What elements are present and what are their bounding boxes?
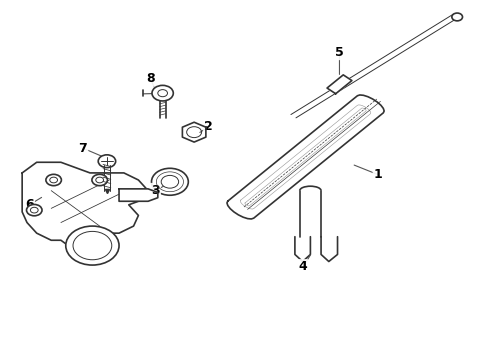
Circle shape — [66, 226, 119, 265]
Circle shape — [26, 204, 42, 216]
Circle shape — [46, 174, 61, 186]
Circle shape — [152, 85, 173, 101]
Polygon shape — [119, 189, 158, 201]
Text: 6: 6 — [25, 198, 34, 211]
Text: 4: 4 — [299, 260, 308, 273]
Text: 8: 8 — [146, 72, 155, 85]
Polygon shape — [182, 122, 206, 142]
Text: 2: 2 — [204, 120, 213, 133]
Circle shape — [452, 13, 463, 21]
Text: 1: 1 — [374, 168, 383, 181]
Polygon shape — [227, 95, 384, 219]
Polygon shape — [327, 75, 352, 94]
Circle shape — [92, 174, 107, 186]
Text: 7: 7 — [78, 141, 87, 154]
Text: 5: 5 — [335, 46, 344, 59]
Circle shape — [161, 175, 179, 188]
Polygon shape — [22, 162, 148, 251]
Circle shape — [98, 155, 116, 168]
Text: 3: 3 — [151, 184, 160, 197]
Circle shape — [151, 168, 188, 195]
